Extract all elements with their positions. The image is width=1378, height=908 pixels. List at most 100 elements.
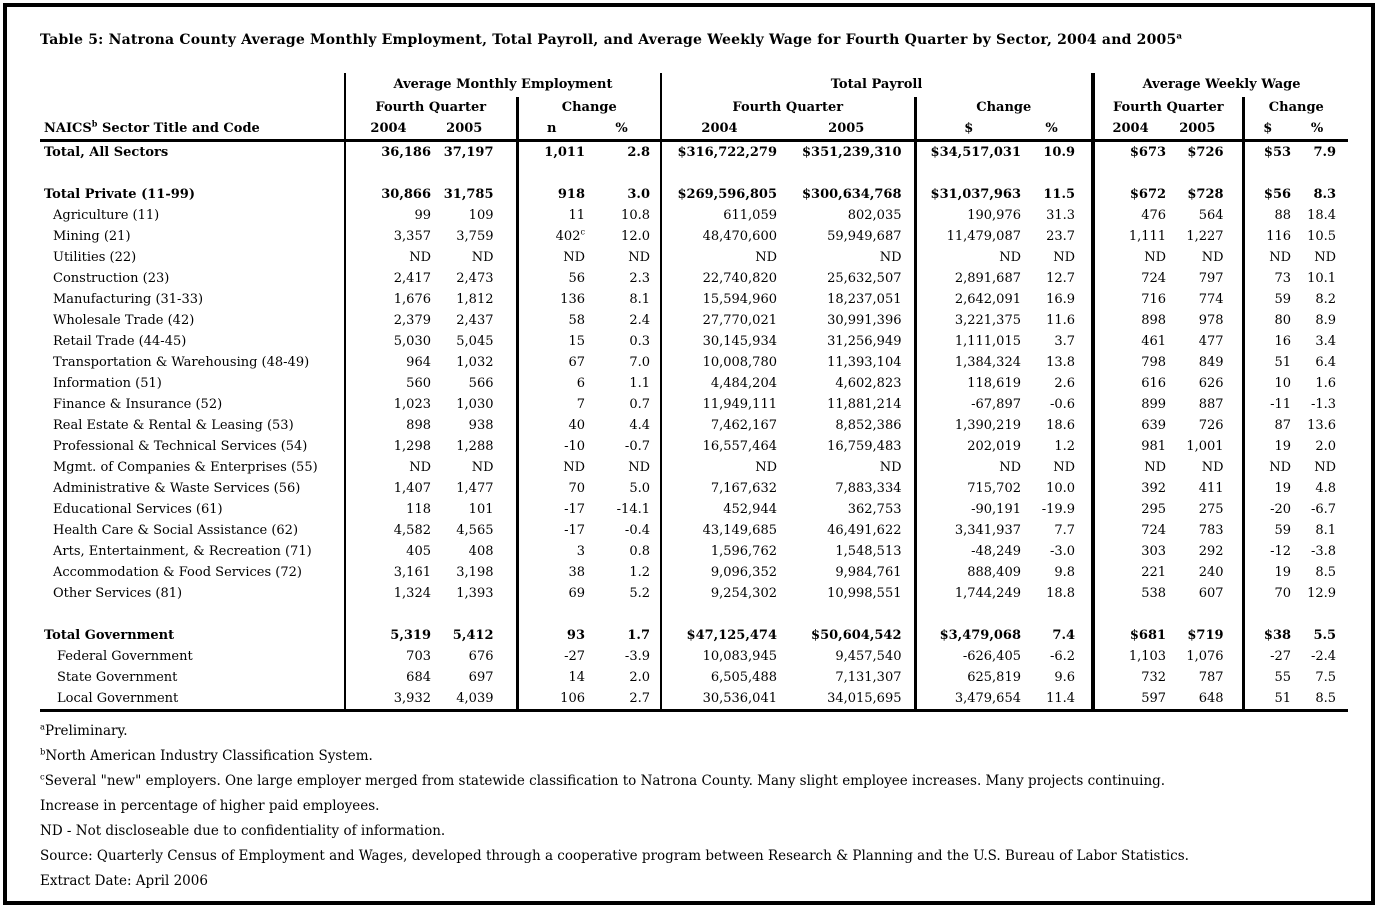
value-cell: 849: [1198, 355, 1224, 370]
value-cell: -0.7: [624, 439, 650, 454]
value-cell: 30,145,934: [660, 331, 791, 352]
value-cell: ND: [1241, 457, 1299, 478]
value-cell: 560: [344, 373, 435, 394]
value-cell: 887: [1198, 397, 1224, 412]
value-cell: 7.9: [1313, 145, 1337, 160]
value-cell: ND: [1091, 247, 1172, 268]
value-cell: 25,632,507: [827, 271, 902, 286]
subheader-emp-change: Change: [515, 97, 661, 118]
value-cell: 31.3: [1046, 208, 1076, 223]
value-cell: 611,059: [660, 205, 791, 226]
value-cell: 2,473: [456, 271, 494, 286]
value-cell: 12.7: [1046, 271, 1076, 286]
subheader-pay-fourth-quarter: Fourth Quarter: [660, 97, 915, 118]
value-cell: [435, 604, 517, 625]
value-cell: 461: [1091, 331, 1172, 352]
value-cell: 106: [515, 688, 593, 711]
value-cell: 899: [1091, 394, 1172, 415]
value-cell: ND: [660, 457, 791, 478]
value-cell: 240: [1198, 565, 1224, 580]
value-cell: 1,111: [1091, 226, 1172, 247]
group-header-payroll: Total Payroll: [659, 73, 1094, 97]
value-cell: ND: [1314, 250, 1337, 265]
value-cell: 2,642,091: [913, 289, 1028, 310]
column-header-wage-pct: %: [1298, 118, 1349, 142]
value-cell: 12.0: [621, 229, 650, 244]
value-cell: 275: [1198, 502, 1224, 517]
sector-label: Information (51): [53, 376, 162, 391]
value-cell: 11,393,104: [827, 355, 902, 370]
value-cell: -2.4: [1311, 649, 1337, 664]
value-cell: 1,812: [456, 292, 494, 307]
value-cell: [1298, 604, 1348, 625]
value-cell: -20: [1241, 499, 1299, 520]
value-cell: 607: [1198, 586, 1224, 601]
value-cell: 56: [515, 268, 593, 289]
value-cell: $34,517,031: [913, 140, 1028, 163]
value-cell: 295: [1091, 499, 1172, 520]
value-cell: -626,405: [913, 646, 1028, 667]
value-cell: 73: [1241, 268, 1299, 289]
value-cell: 1.7: [627, 628, 650, 643]
value-cell: -1.3: [1311, 397, 1337, 412]
value-cell: -3.0: [1049, 544, 1076, 559]
table-row: Total Private (11-99) 30,866 31,785 918 3.0 $…: [40, 184, 1348, 205]
value-cell: 12.9: [1307, 586, 1337, 601]
value-cell: [344, 163, 435, 184]
value-cell: 101: [468, 502, 494, 517]
value-cell: 13.8: [1046, 355, 1076, 370]
value-cell: 3.7: [1054, 334, 1076, 349]
table-row: Professional & Technical Services (54) 1,…: [40, 436, 1348, 457]
table-header: Average Monthly Employment Total Payroll…: [40, 73, 1349, 142]
value-cell: 22,740,820: [660, 268, 791, 289]
value-cell: [1091, 604, 1172, 625]
value-cell: -0.4: [624, 523, 650, 538]
value-cell: 392: [1091, 478, 1172, 499]
value-cell: 109: [468, 208, 494, 223]
table-row: Total, All Sectors 36,186 37,197 1,011 2.8 $3…: [40, 140, 1348, 163]
value-cell: $56: [1241, 184, 1299, 205]
value-cell: 2.3: [629, 271, 650, 286]
group-header-row: Average Monthly Employment Total Payroll…: [40, 73, 1349, 97]
value-cell: $672: [1091, 184, 1172, 205]
value-cell: 1,477: [456, 481, 494, 496]
value-cell: 9,254,302: [660, 583, 791, 604]
value-cell: 10.0: [1046, 481, 1076, 496]
value-cell: 8.1: [1315, 523, 1337, 538]
value-cell: $673: [1091, 140, 1172, 163]
value-cell: -3.8: [1311, 544, 1337, 559]
value-cell: $726: [1187, 145, 1224, 160]
table-row: Mgmt. of Companies & Enterprises (55) ND N…: [40, 457, 1348, 478]
value-cell: [1241, 604, 1299, 625]
footnote-source: Source: Quarterly Census of Employment a…: [40, 848, 1189, 864]
table-row: Total Government 5,319 5,412 93 1.7 $47,125,4…: [40, 625, 1348, 646]
value-cell: 716: [1091, 289, 1172, 310]
value-cell: 452,944: [660, 499, 791, 520]
value-cell: 8,852,386: [835, 418, 902, 433]
value-cell: 59,949,687: [827, 229, 902, 244]
value-cell: 626: [1198, 376, 1224, 391]
value-cell: 774: [1198, 292, 1224, 307]
value-cell: 938: [468, 418, 494, 433]
value-cell: [1171, 604, 1243, 625]
value-cell: 564: [1198, 208, 1224, 223]
value-cell: -67,897: [913, 394, 1028, 415]
value-cell: 10.5: [1307, 229, 1337, 244]
sector-label: [40, 163, 345, 184]
value-cell: 5.0: [629, 481, 650, 496]
footnote-mining: cSeveral "new" employers. One large empl…: [40, 771, 1166, 789]
value-cell: 411: [1198, 481, 1224, 496]
value-cell: -0.6: [1049, 397, 1076, 412]
sector-label: Construction (23): [53, 271, 170, 286]
value-cell: $3,479,068: [913, 625, 1028, 646]
value-cell: [344, 604, 435, 625]
sector-label: State Government: [57, 670, 178, 685]
value-cell: ND: [515, 457, 593, 478]
value-cell: 10.1: [1307, 271, 1337, 286]
value-cell: 23.7: [1046, 229, 1076, 244]
value-cell: 6: [515, 373, 593, 394]
value-cell: 8.3: [1313, 187, 1337, 202]
value-cell: 11,949,111: [660, 394, 791, 415]
value-cell: 13.6: [1307, 418, 1337, 433]
table-row: Arts, Entertainment, & Recreation (71) 40…: [40, 541, 1348, 562]
